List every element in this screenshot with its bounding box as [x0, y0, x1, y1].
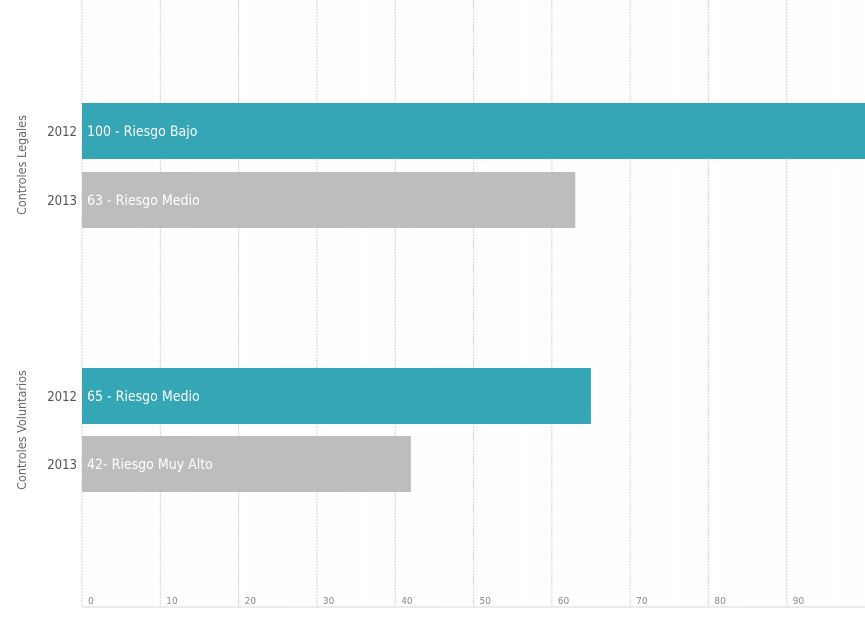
bar	[82, 103, 865, 159]
year-label: 2013	[47, 194, 77, 209]
x-tick-label: 80	[714, 596, 726, 607]
year-label: 2013	[47, 458, 77, 473]
x-axis-ticks: 0 10 20 30 40 50 60 70 80 90	[88, 596, 804, 607]
major-gridlines	[81, 0, 865, 608]
bar	[82, 368, 591, 424]
bars: 100 - Riesgo Bajo 63 - Riesgo Medio 65 - R…	[82, 103, 865, 492]
year-label: 2012	[47, 390, 77, 405]
bar-data-label: 100 - Riesgo Bajo	[87, 124, 198, 140]
x-tick-label: 70	[636, 596, 648, 607]
x-tick-label: 30	[323, 596, 335, 607]
bar-data-label: 65 - Riesgo Medio	[87, 389, 200, 405]
y-axis-labels: Controles Legales 2012 2013 Controles Volun…	[14, 115, 77, 490]
x-tick-label: 20	[245, 596, 257, 607]
bar	[82, 436, 411, 492]
x-tick-label: 60	[558, 596, 570, 607]
group-label: Controles Legales	[14, 115, 29, 215]
x-tick-label: 90	[793, 596, 805, 607]
bar-data-label: 63 - Riesgo Medio	[87, 193, 200, 209]
group-label: Controles Voluntarios	[14, 370, 29, 490]
year-label: 2012	[47, 125, 77, 140]
x-tick-label: 0	[88, 596, 94, 607]
x-tick-label: 40	[401, 596, 413, 607]
bar	[82, 172, 576, 228]
bar-data-label: 42- Riesgo Muy Alto	[87, 457, 213, 473]
x-tick-label: 10	[166, 596, 178, 607]
x-tick-label: 50	[480, 596, 492, 607]
